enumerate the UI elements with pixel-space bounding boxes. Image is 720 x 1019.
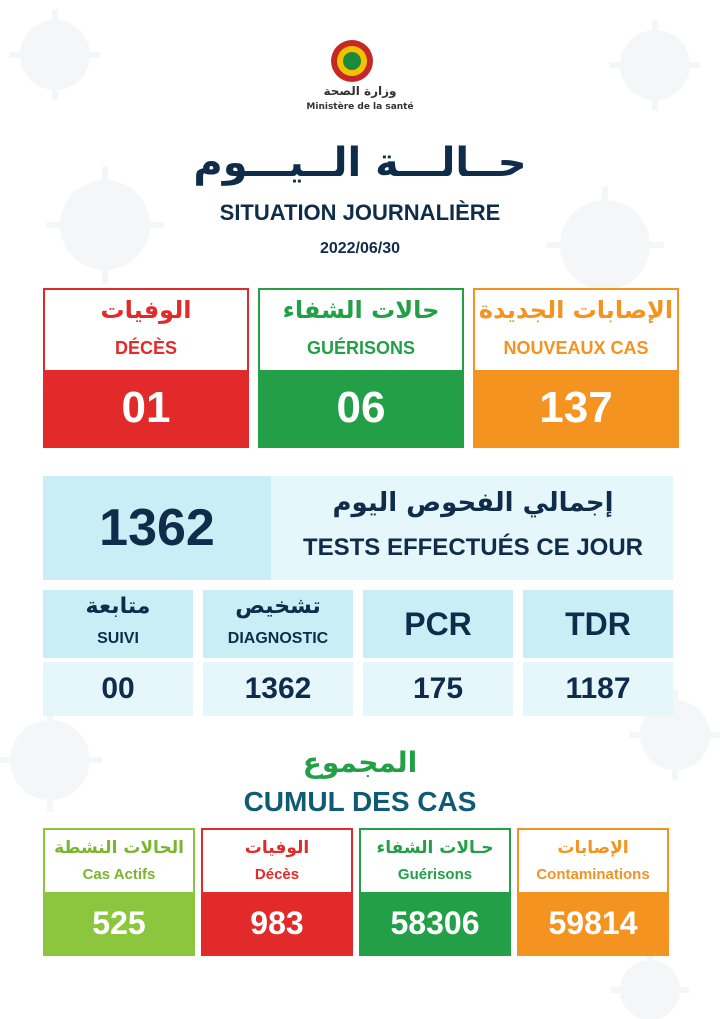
daily-guerisons-card: حالات الشفاء GUÉRISONS 06 bbox=[258, 288, 464, 448]
tests-tdr-column: TDR 1187 bbox=[523, 590, 673, 716]
cumul-actifs-label-ar: الحالات النشطة bbox=[54, 838, 184, 858]
cumul-title-fr: CUMUL DES CAS bbox=[243, 786, 477, 817]
page-title-fr: SITUATION JOURNALIÈRE bbox=[219, 200, 501, 225]
tests-pcr-column: PCR 175 bbox=[363, 590, 513, 716]
cumul-contaminations-card: الإصابات Contaminations 59814 bbox=[517, 828, 669, 956]
daily-nouveaux-label-fr: NOUVEAUX CAS bbox=[503, 338, 649, 358]
tests-suivi-label-ar: متابعة bbox=[85, 594, 151, 619]
tests-banner: 1362 إجمالي الفحوص اليوم TESTS EFFECTUÉS… bbox=[43, 476, 673, 580]
daily-guerisons-label-ar: حالات الشفاء bbox=[282, 296, 440, 324]
cumul-actifs-card: الحالات النشطة Cas Actifs 525 bbox=[43, 828, 195, 956]
cumul-guerisons-label-fr: Guérisons bbox=[397, 866, 473, 883]
tests-label-fr: TESTS EFFECTUÉS CE JOUR bbox=[302, 534, 644, 561]
cumul-contaminations-label-ar: الإصابات bbox=[557, 838, 629, 858]
cumul-guerisons-label-ar: حـالات الشفاء bbox=[376, 838, 494, 858]
virus-decoration bbox=[560, 200, 650, 290]
tests-tdr-value: 1187 bbox=[523, 662, 673, 716]
cumul-deces-label-ar: الوفيات bbox=[244, 838, 310, 858]
virus-decoration bbox=[10, 720, 90, 800]
cumul-title-ar: المجموع bbox=[302, 746, 418, 779]
daily-deces-card: الوفيات DÉCÈS 01 bbox=[43, 288, 249, 448]
virus-decoration bbox=[620, 960, 680, 1019]
cumul-guerisons-card: حـالات الشفاء Guérisons 58306 bbox=[359, 828, 511, 956]
daily-deces-label-fr: DÉCÈS bbox=[114, 338, 177, 358]
daily-nouveaux-label-ar: الإصابات الجديدة bbox=[478, 296, 674, 324]
daily-deces-value: 01 bbox=[45, 370, 247, 446]
tests-diagnostic-label-fr: DIAGNOSTIC bbox=[227, 630, 329, 647]
daily-nouveaux-value: 137 bbox=[475, 370, 677, 446]
cumul-actifs-label-fr: Cas Actifs bbox=[82, 866, 156, 883]
daily-guerisons-value: 06 bbox=[260, 370, 462, 446]
tests-diagnostic-column: تشخيص DIAGNOSTIC 1362 bbox=[203, 590, 353, 716]
tests-suivi-column: متابعة SUIVI 00 bbox=[43, 590, 193, 716]
ministry-logo bbox=[331, 40, 373, 82]
virus-decoration bbox=[20, 20, 90, 90]
tests-label-ar: إجمالي الفحوص اليوم bbox=[332, 488, 614, 518]
cumul-contaminations-label-fr: Contaminations bbox=[536, 866, 650, 883]
page-title-ar: حــالـــة الــيـــوم bbox=[193, 140, 527, 186]
daily-nouveaux-card: الإصابات الجديدة NOUVEAUX CAS 137 bbox=[473, 288, 679, 448]
daily-guerisons-label-fr: GUÉRISONS bbox=[306, 338, 416, 358]
cumul-guerisons-value: 58306 bbox=[361, 892, 509, 954]
ministry-name-fr: Ministère de la santé bbox=[306, 102, 414, 112]
tests-total-value: 1362 bbox=[43, 476, 271, 580]
cumul-deces-card: الوفيات Décès 983 bbox=[201, 828, 353, 956]
tests-diagnostic-value: 1362 bbox=[203, 662, 353, 716]
cumul-deces-label-fr: Décès bbox=[254, 866, 300, 883]
tests-pcr-value: 175 bbox=[363, 662, 513, 716]
tests-pcr-label: PCR bbox=[404, 605, 472, 642]
ministry-name-ar: وزارة الصحة bbox=[323, 84, 397, 98]
cumul-actifs-value: 525 bbox=[45, 892, 193, 954]
tests-suivi-value: 00 bbox=[43, 662, 193, 716]
cumul-deces-value: 983 bbox=[203, 892, 351, 954]
virus-decoration bbox=[620, 30, 690, 100]
daily-deces-label-ar: الوفيات bbox=[100, 296, 192, 324]
tests-diagnostic-label-ar: تشخيص bbox=[235, 594, 321, 619]
tests-suivi-label-fr: SUIVI bbox=[97, 630, 139, 647]
tests-tdr-label: TDR bbox=[565, 605, 631, 642]
virus-decoration bbox=[60, 180, 150, 270]
report-date: 2022/06/30 bbox=[319, 240, 401, 257]
cumul-contaminations-value: 59814 bbox=[519, 892, 667, 954]
